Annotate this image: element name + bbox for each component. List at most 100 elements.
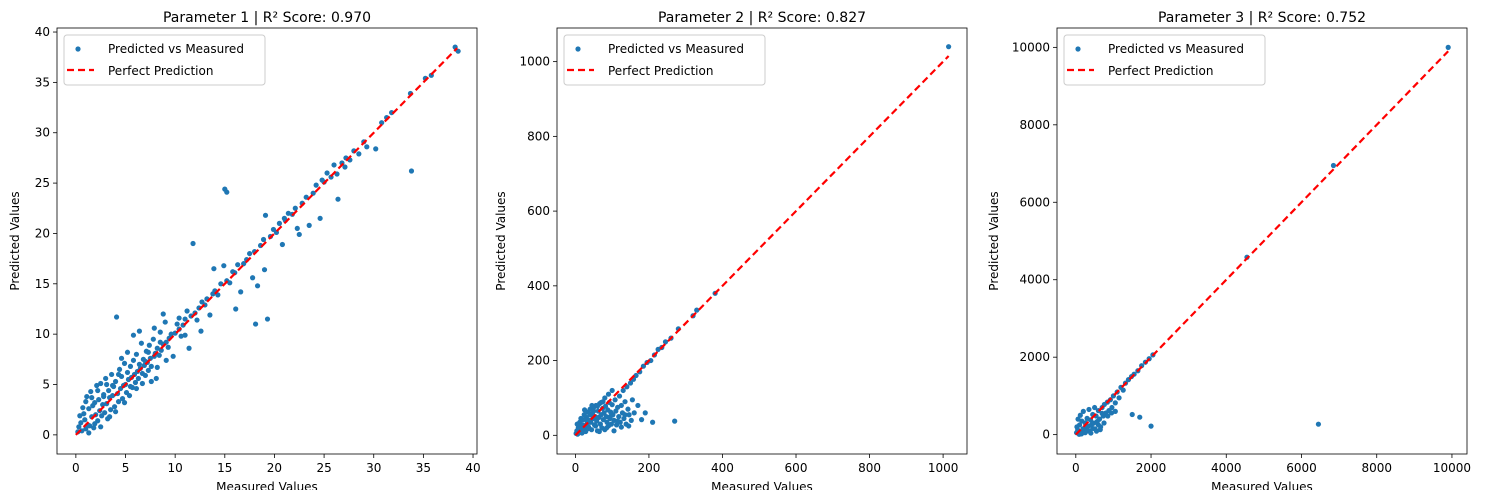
- scatter-point: [224, 189, 230, 195]
- perfect-prediction-line: [574, 55, 950, 437]
- scatter-point: [1445, 44, 1451, 50]
- scatter-point: [247, 250, 253, 257]
- scatter-point: [583, 417, 590, 423]
- scatter-point: [1090, 425, 1096, 432]
- scatter-point: [109, 371, 115, 378]
- x-axis-label: Measured Values: [1211, 480, 1313, 490]
- scatter-point: [113, 314, 120, 320]
- scatter-point: [110, 392, 116, 399]
- y-tick-label: 15: [35, 277, 50, 291]
- legend-box: [563, 34, 766, 86]
- scatter-point: [250, 275, 256, 281]
- x-tick-label: 4000: [1211, 461, 1242, 475]
- x-tick-label: 600: [785, 461, 808, 475]
- scatter-point: [133, 351, 140, 357]
- scatter-point: [1315, 421, 1322, 427]
- scatter-point: [618, 424, 624, 430]
- scatter-point: [591, 408, 597, 414]
- perfect-prediction-line: [1075, 50, 1449, 436]
- scatter-point: [331, 162, 337, 168]
- scatter-point: [136, 361, 143, 367]
- scatter-point: [408, 168, 415, 174]
- scatter-point: [574, 421, 580, 427]
- scatter-point: [279, 241, 285, 248]
- y-tick-label: 35: [35, 75, 50, 89]
- scatter-point: [1074, 424, 1080, 430]
- legend-label: Predicted vs Measured: [1108, 42, 1244, 56]
- legend-box: [63, 34, 266, 86]
- scatter-point: [146, 342, 152, 348]
- scatter-point: [221, 263, 227, 269]
- scatter-point: [622, 412, 628, 418]
- scatter-point: [98, 380, 104, 387]
- scatter-point: [313, 182, 319, 188]
- scatter-point: [1095, 422, 1101, 428]
- scatter-point: [76, 424, 82, 430]
- scatter-point: [182, 332, 188, 338]
- axes-frame: [1056, 27, 1468, 455]
- scatter-point: [92, 421, 98, 427]
- subplot-title: Parameter 1 | R² Score: 0.970: [163, 10, 371, 26]
- scatter-point: [182, 316, 188, 322]
- y-tick-label: 600: [527, 204, 550, 218]
- scatter-point: [78, 420, 84, 426]
- scatter-point: [154, 345, 160, 351]
- scatter-point: [581, 407, 588, 413]
- x-tick-label: 20: [267, 461, 282, 475]
- x-tick-label: 10: [168, 461, 183, 475]
- y-tick-label: 8000: [1019, 118, 1050, 132]
- scatter-point: [132, 379, 139, 386]
- scatter-point: [84, 393, 90, 400]
- x-axis-label: Measured Values: [711, 480, 813, 490]
- scatter-point: [95, 387, 101, 394]
- scatter-point: [1116, 395, 1122, 401]
- x-tick-label: 8000: [1361, 461, 1392, 475]
- subplot-1: Parameter 1 | R² Score: 0.970 0 5 10 15 20 25 3…: [8, 10, 481, 490]
- subplot-title: Parameter 3 | R² Score: 0.752: [1158, 10, 1366, 26]
- scatter-point: [112, 378, 119, 385]
- scatter-point: [618, 402, 624, 409]
- x-tick-label: 5: [122, 461, 130, 475]
- scatter-point: [178, 333, 184, 339]
- y-tick-label: 0: [542, 428, 550, 442]
- scatter-point: [261, 267, 268, 273]
- legend-box: [1063, 34, 1266, 86]
- scatter-point: [121, 360, 128, 366]
- scatter-point: [306, 222, 312, 228]
- scatter-point: [127, 383, 134, 390]
- scatter-point: [589, 402, 595, 409]
- scatter-point: [605, 391, 612, 397]
- y-tick-label: 25: [35, 176, 50, 190]
- scatter-point: [640, 363, 647, 369]
- scatter-point: [139, 380, 145, 387]
- scatter-point: [1086, 406, 1092, 413]
- scatter-point: [111, 404, 118, 410]
- scatter-point: [294, 225, 300, 232]
- scatter-point: [672, 418, 678, 424]
- scatter-point: [162, 319, 168, 325]
- legend-label: Perfect Prediction: [1108, 64, 1213, 78]
- scatter-point: [156, 352, 162, 358]
- subplot-2: Parameter 2 | R² Score: 0.827 0 200 400 600 8…: [494, 10, 968, 490]
- scatter-point: [324, 170, 330, 176]
- scatter-point: [116, 366, 123, 373]
- y-axis-label: Predicted Values: [8, 191, 22, 290]
- scatter-point: [138, 340, 144, 346]
- scatter-point: [596, 428, 602, 435]
- scatter-point: [264, 316, 271, 322]
- scatter-point: [260, 236, 267, 243]
- scatter-point: [82, 417, 88, 423]
- scatter-point: [616, 393, 623, 399]
- x-tick-label: 15: [217, 461, 232, 475]
- scatter-point: [1120, 387, 1126, 393]
- scatter-point: [379, 120, 385, 126]
- scatter-point: [638, 417, 645, 423]
- scatter-point: [101, 393, 107, 400]
- scatter-point: [87, 423, 93, 429]
- scatter-point: [620, 387, 626, 394]
- scatter-point: [176, 315, 182, 321]
- legend-marker-scatter: [75, 46, 81, 52]
- y-tick-label: 40: [35, 25, 50, 39]
- scatter-point: [126, 392, 133, 399]
- x-tick-label: 0: [72, 461, 80, 475]
